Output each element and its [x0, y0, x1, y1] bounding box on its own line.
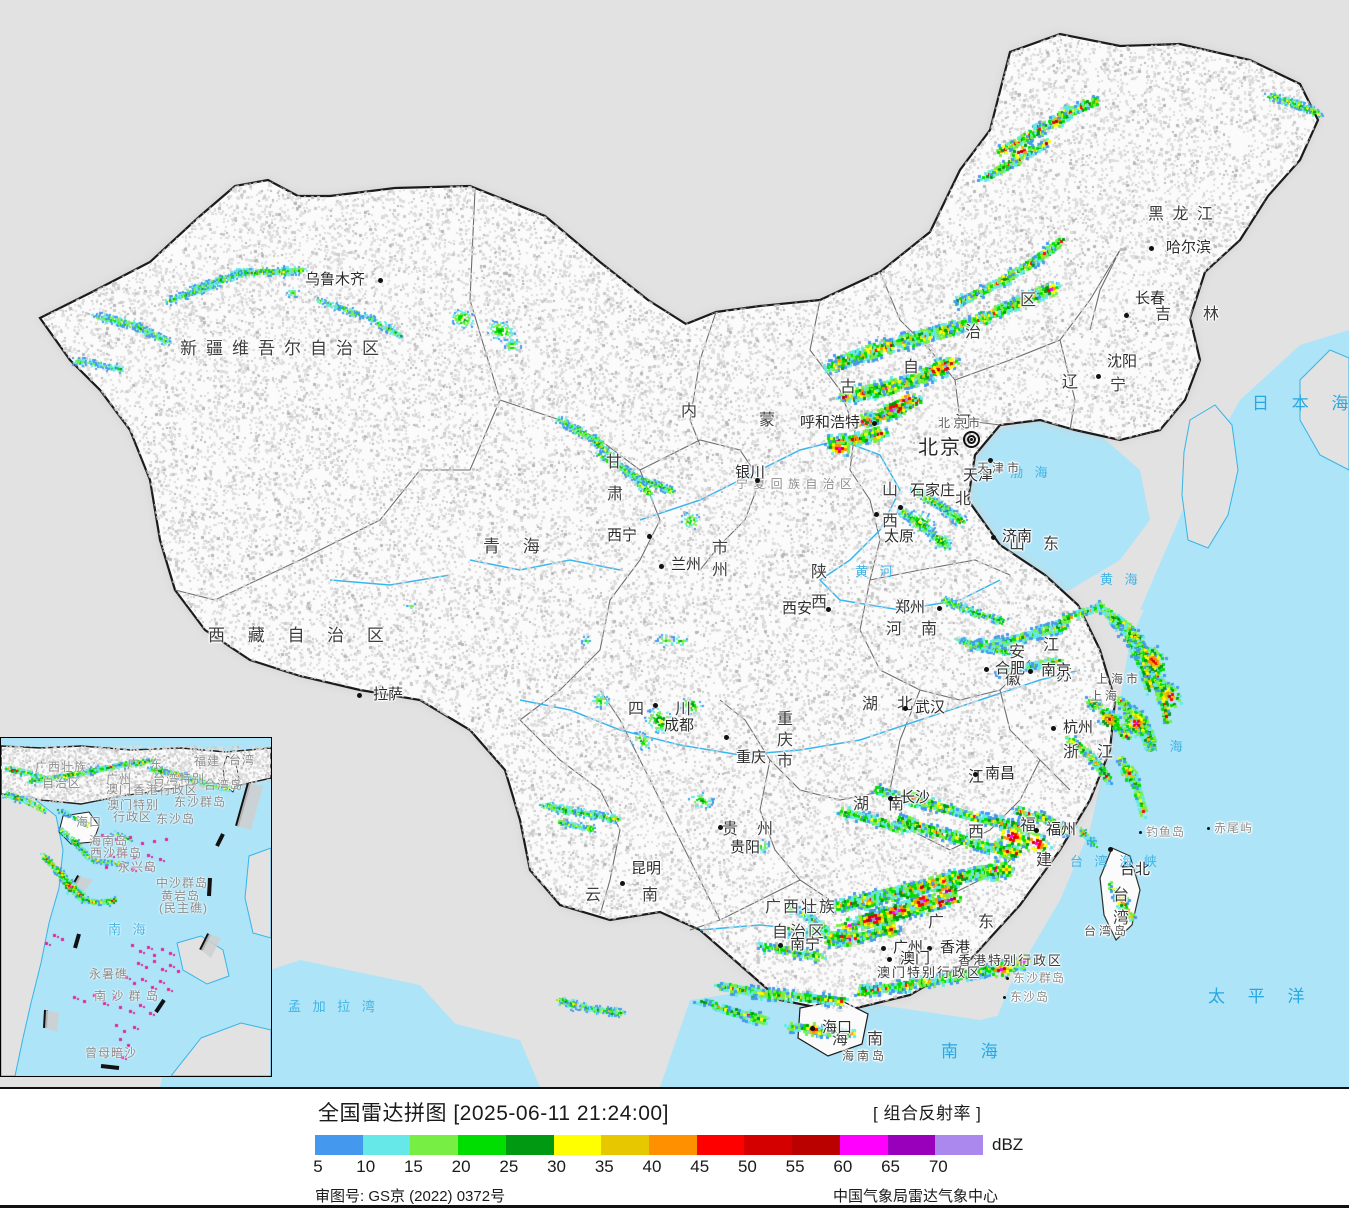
colorbar-swatch-8 — [696, 1135, 745, 1155]
colorbar-tick-10: 10 — [356, 1157, 376, 1176]
island-dot-3 — [1003, 996, 1006, 999]
colorbar-swatch-6 — [601, 1135, 650, 1155]
legend-panel: 全国雷达拼图 [2025-06-11 21:24:00] [ 组合反射率 ] d… — [0, 1087, 1349, 1208]
dbz-unit-label: dBZ — [992, 1135, 1024, 1154]
colorbar-tick-20: 20 — [451, 1157, 471, 1176]
colorbar-tick-25: 25 — [499, 1157, 519, 1176]
colorbar-swatch-10 — [792, 1135, 840, 1155]
city-dot-南宁 — [778, 943, 783, 948]
colorbar-swatch-0 — [315, 1135, 363, 1155]
city-dot-哈尔滨 — [1149, 246, 1154, 251]
city-dot-长沙 — [888, 796, 893, 801]
colorbar-tick-60: 60 — [833, 1157, 853, 1176]
source-organization: 中国气象局雷达气象中心 — [833, 1188, 999, 1205]
city-dot-拉萨 — [357, 693, 362, 698]
colorbar-tick-15: 15 — [403, 1157, 423, 1176]
south-china-sea-inset[interactable]: 广西壮族 自治区广东福建 台湾 广州 澳门 香港 台湾特别 行政区 台湾岛 澳门特别 行政区 东沙群岛… — [0, 737, 272, 1077]
city-dot-济南 — [991, 535, 996, 540]
colorbar-swatch-4 — [505, 1135, 554, 1155]
legend-title: 全国雷达拼图 [2025-06-11 21:24:00] — [318, 1102, 669, 1125]
city-dot-香港 — [927, 946, 932, 951]
city-dot-昆明 — [620, 881, 625, 886]
colorbar-tick-30: 30 — [547, 1157, 567, 1176]
capital-star-icon — [963, 431, 980, 448]
city-dot-合肥 — [984, 667, 989, 672]
city-dot-兰州 — [659, 564, 664, 569]
city-dot-重庆 — [724, 735, 729, 740]
city-dot-郑州 — [937, 606, 942, 611]
city-dot-南昌 — [973, 772, 978, 777]
city-dot-长春 — [1124, 313, 1129, 318]
city-dot-银川 — [755, 478, 760, 483]
map-approval-number: 审图号: GS京 (2022) 0372号 — [315, 1188, 506, 1205]
colorbar-swatch-11 — [839, 1135, 888, 1155]
colorbar-tick-55: 55 — [785, 1157, 805, 1176]
island-dot-0 — [1139, 831, 1142, 834]
city-dot-乌鲁木齐 — [378, 278, 383, 283]
colorbar-swatch-12 — [887, 1135, 936, 1155]
city-dot-海口 — [810, 1026, 815, 1031]
colorbar-swatch-1 — [362, 1135, 411, 1155]
colorbar-tick-50: 50 — [737, 1157, 757, 1176]
city-dot-贵阳 — [718, 825, 723, 830]
legend-product-type: [ 组合反射率 ] — [873, 1104, 982, 1123]
inset-radar-echo-layer — [1, 738, 271, 1076]
city-dot-杭州 — [1051, 726, 1056, 731]
colorbar-swatch-7 — [649, 1135, 697, 1155]
colorbar-swatch-2 — [410, 1135, 459, 1155]
city-dot-澳门 — [887, 957, 892, 962]
city-dot-成都 — [653, 703, 658, 708]
city-dot-广州 — [881, 946, 886, 951]
city-dot-西安 — [826, 607, 831, 612]
city-dot-呼和浩特 — [872, 421, 877, 426]
city-dot-西宁 — [647, 534, 652, 539]
island-dot-1 — [1207, 827, 1210, 830]
city-dot-太原 — [874, 512, 879, 517]
island-dot-2 — [1006, 977, 1009, 980]
city-dot-台北 — [1108, 847, 1113, 852]
city-dot-石家庄 — [898, 505, 903, 510]
colorbar-tick-35: 35 — [594, 1157, 614, 1176]
colorbar-swatch-13 — [935, 1135, 984, 1155]
colorbar-tick-40: 40 — [642, 1157, 662, 1176]
city-dot-南京 — [1028, 669, 1033, 674]
city-dot-武汉 — [903, 706, 908, 711]
city-dot-福州 — [1034, 828, 1039, 833]
city-dot-沈阳 — [1096, 374, 1101, 379]
colorbar-swatch-3 — [458, 1135, 506, 1155]
colorbar-swatch-9 — [744, 1135, 793, 1155]
colorbar-tick-65: 65 — [881, 1157, 901, 1176]
colorbar-ticks: 5 10 15 20 25 30 35 40 45 50 55 60 65 70 — [0, 1157, 1349, 1177]
colorbar-tick-70: 70 — [928, 1157, 948, 1176]
main-map[interactable]: 新疆维吾尔自治区西 藏 自 治 区青 海甘肃州市内蒙古自治区宁 夏 回 族 自 … — [0, 0, 1349, 1087]
city-dot-天津 — [988, 458, 993, 463]
colorbar-tick-45: 45 — [690, 1157, 710, 1176]
colorbar-tick-5: 5 — [313, 1157, 323, 1176]
colorbar-swatch-5 — [553, 1135, 602, 1155]
colorbar — [315, 1135, 984, 1155]
